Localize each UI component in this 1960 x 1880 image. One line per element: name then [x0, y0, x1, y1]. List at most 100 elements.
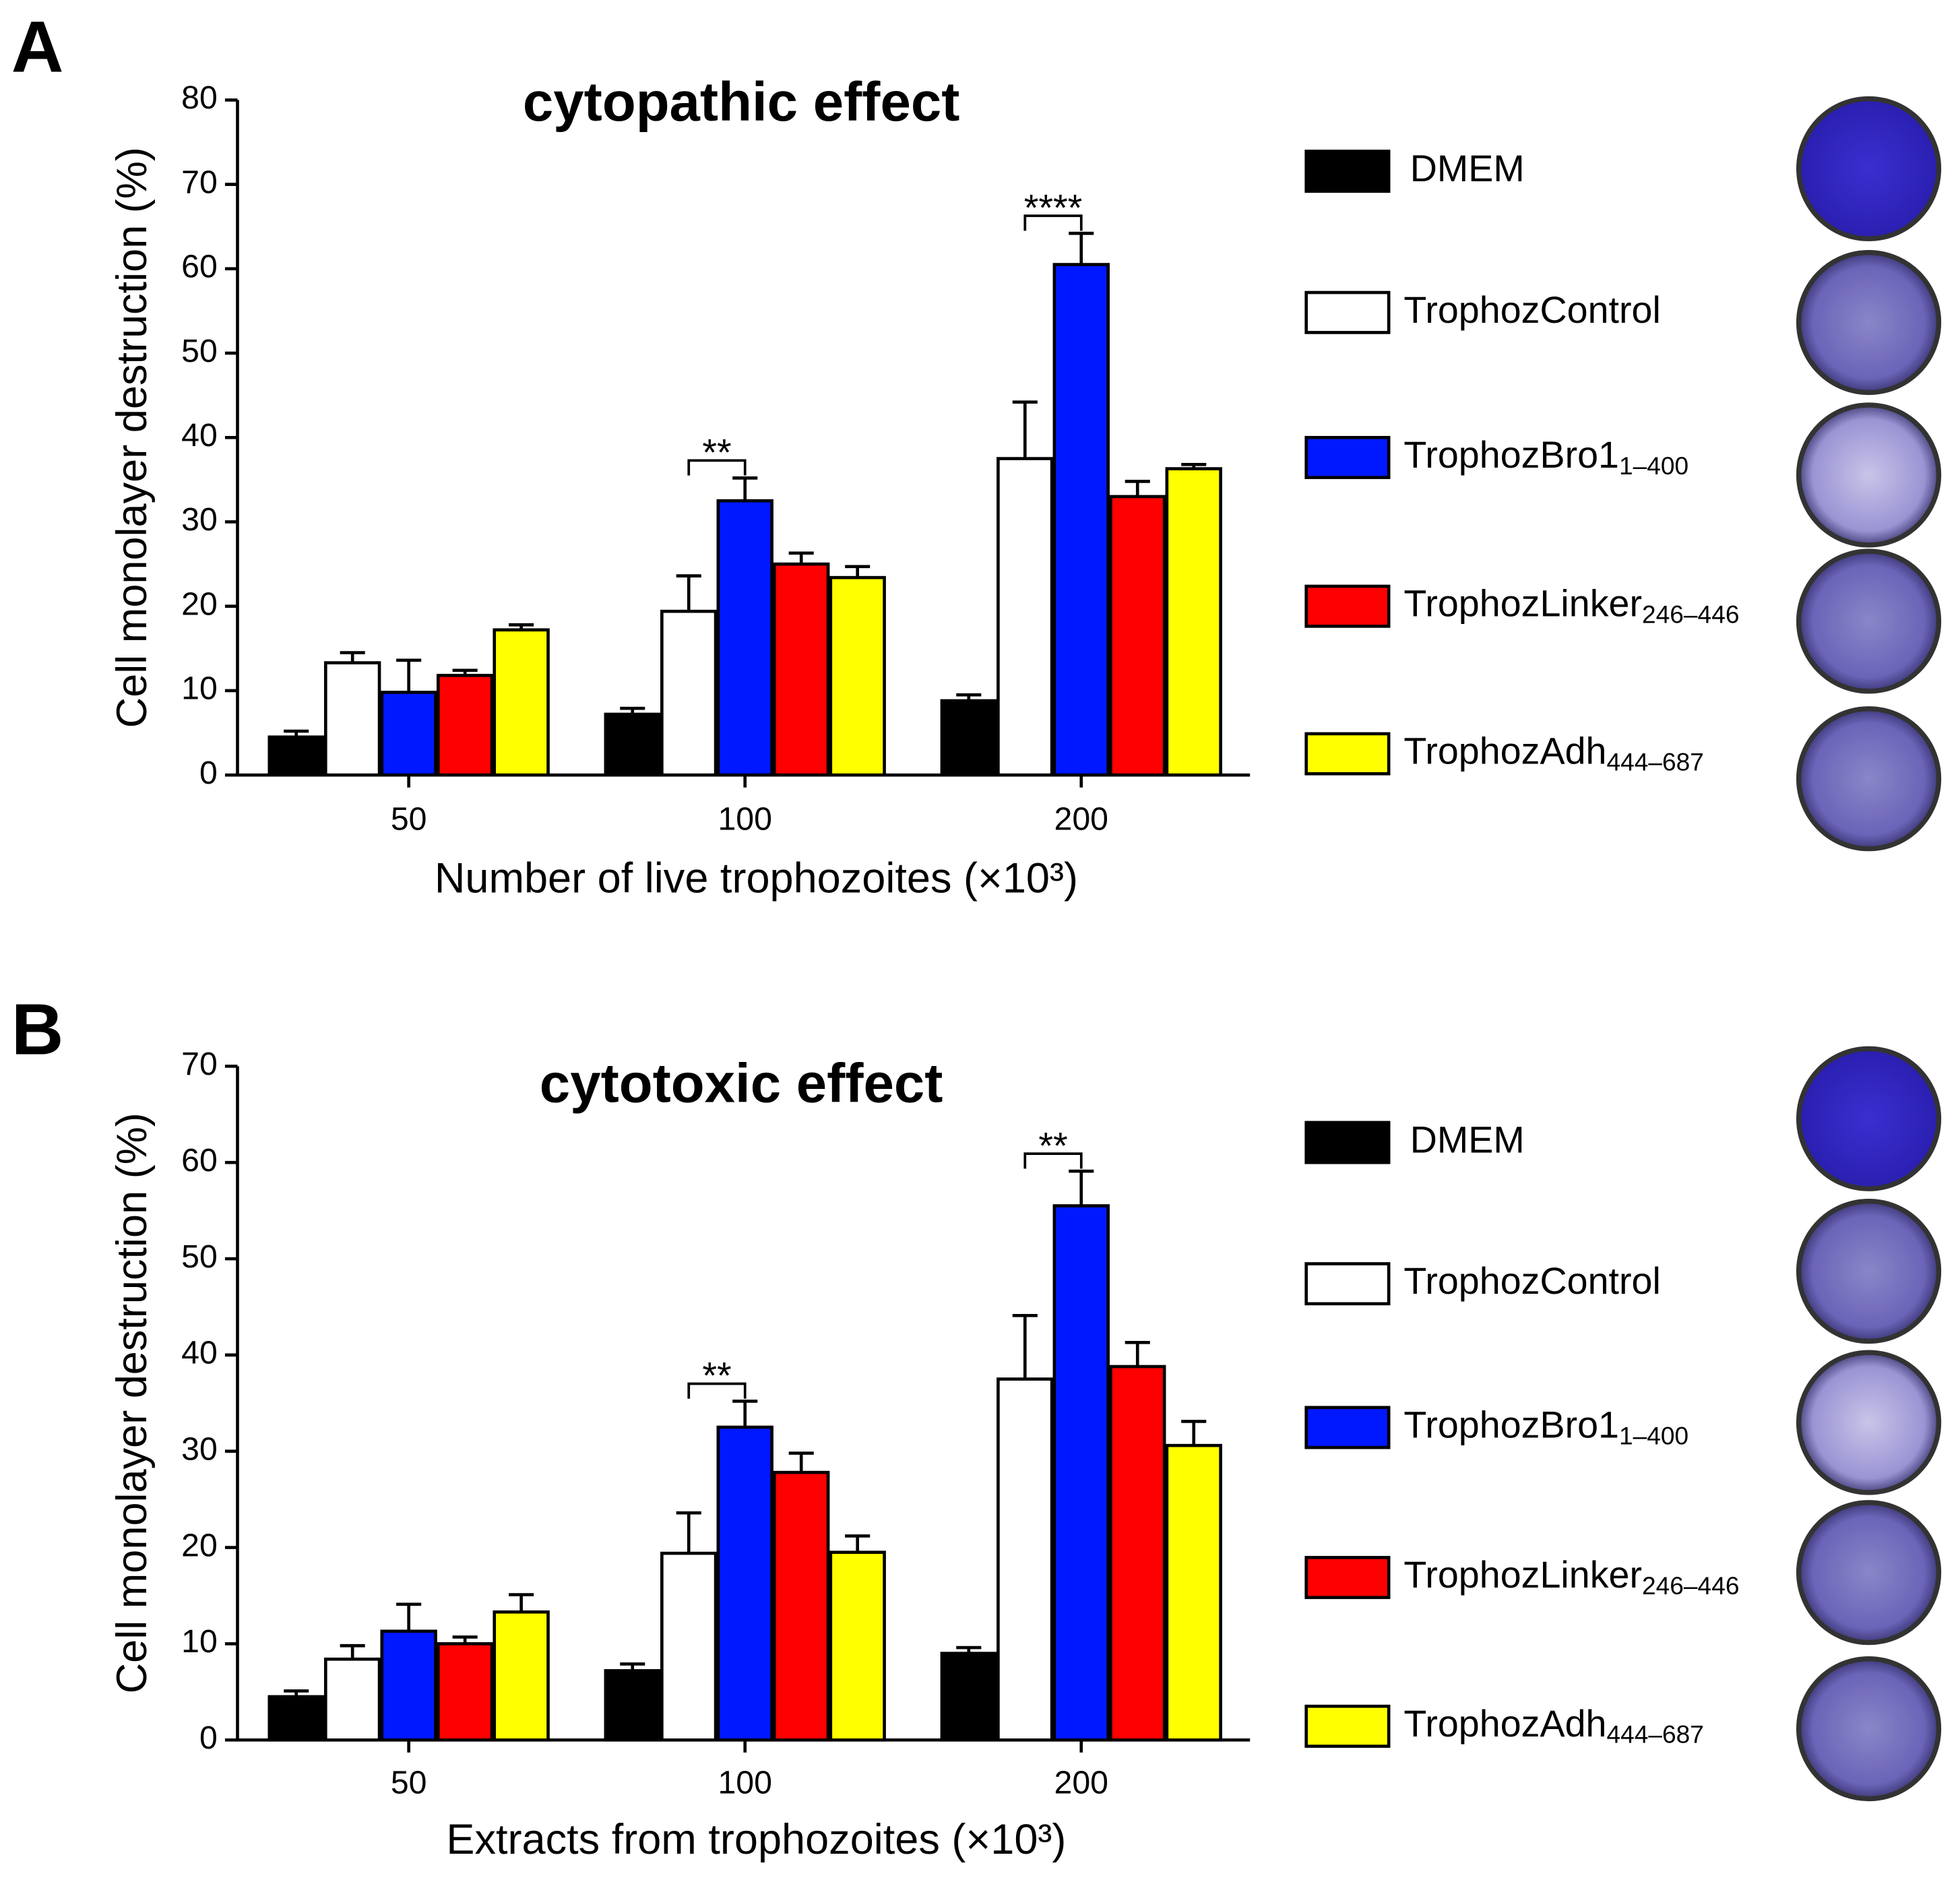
bar — [940, 1652, 998, 1742]
bar — [716, 499, 773, 777]
bar — [436, 1642, 494, 1742]
bar — [380, 1629, 437, 1742]
bar — [1165, 467, 1222, 777]
y-tick-label tick: 10 — [181, 1623, 218, 1660]
bar — [267, 1695, 325, 1742]
legend-name: TrophozControl — [1403, 288, 1660, 330]
y-tick-label tick: 60 — [181, 1142, 218, 1179]
y-tick-label tick: 40 — [181, 1335, 218, 1371]
significance-label: ** — [1038, 1125, 1067, 1166]
legend-name: DMEM — [1410, 1119, 1525, 1160]
bar — [1052, 263, 1110, 777]
y-tick-label tick: 50 — [181, 1239, 218, 1275]
bar — [323, 1657, 381, 1742]
bar — [829, 575, 886, 777]
bar — [829, 1550, 886, 1742]
bar — [997, 1377, 1054, 1742]
legend-name: TrophozControl — [1403, 1260, 1660, 1302]
legend-subscript: 246–446 — [1642, 600, 1739, 628]
plates — [1796, 96, 1942, 1802]
significance-label: ** — [702, 1355, 731, 1397]
legend-label: TrophozAdh444–687 — [1403, 730, 1704, 776]
bar — [997, 457, 1054, 777]
legend-swatch — [1304, 435, 1391, 479]
significance-label: **** — [1024, 187, 1083, 229]
bar — [604, 712, 661, 777]
bar — [267, 735, 325, 777]
legend-swatch — [1304, 1406, 1391, 1449]
y-tick-label tick: 30 — [181, 1431, 218, 1467]
legend-subscript: 1–400 — [1619, 1421, 1688, 1449]
chart-title: cytotoxic effect — [540, 1053, 943, 1114]
legend-name: TrophozAdh — [1403, 1703, 1606, 1745]
legend-swatch — [1304, 584, 1391, 628]
bar — [1109, 1365, 1166, 1742]
legend-swatch — [1304, 290, 1391, 334]
x-tick-label: 100 — [718, 1765, 771, 1801]
y-tick-label tick: 70 — [181, 164, 218, 200]
chart-title: cytopathic effect — [523, 71, 960, 133]
x-tick-label: 50 — [391, 801, 427, 838]
legend-swatch — [1304, 150, 1391, 193]
legend-name: TrophozBro1 — [1403, 1404, 1619, 1445]
x-tick-label: 100 — [718, 801, 771, 838]
bar — [716, 1425, 773, 1742]
bar — [772, 1470, 830, 1742]
legend-label: DMEM — [1410, 1119, 1525, 1160]
bar — [323, 661, 381, 777]
bar — [604, 1669, 661, 1742]
y-tick-label tick: 0 — [199, 1720, 218, 1756]
significance-label: ** — [702, 432, 731, 474]
y-tick-label tick: 10 — [181, 670, 218, 707]
significance-bracket — [687, 1382, 747, 1399]
legend-name: TrophozLinker — [1403, 582, 1642, 624]
legend-label: TrophozLinker246–446 — [1403, 1554, 1739, 1600]
legend-subscript: 1–400 — [1619, 451, 1688, 480]
y-tick-label tick: 20 — [181, 1527, 218, 1563]
bar — [1052, 1204, 1110, 1742]
significance-bracket — [687, 459, 747, 476]
legend-subscript: 444–687 — [1606, 1720, 1703, 1748]
x-axis-label: Number of live trophozoites (×10³) — [435, 854, 1078, 902]
panel-label: B — [11, 989, 64, 1069]
bar — [660, 1551, 718, 1742]
y-tick-label tick: 40 — [181, 417, 218, 453]
legend-name: TrophozBro1 — [1403, 434, 1619, 476]
legend-label: TrophozBro11–400 — [1403, 434, 1688, 480]
legend-label: TrophozBro11–400 — [1403, 1404, 1688, 1449]
bar — [660, 609, 718, 777]
bar — [772, 562, 830, 777]
legend-label: TrophozAdh444–687 — [1403, 1703, 1704, 1749]
bar — [493, 1610, 550, 1742]
y-tick-label tick: 70 — [181, 1046, 218, 1082]
legend-label: TrophozControl — [1403, 1260, 1660, 1302]
y-tick-label tick: 30 — [181, 501, 218, 538]
panel-label: A — [11, 6, 64, 87]
legend-swatch — [1304, 732, 1391, 776]
legend-swatch — [1304, 1704, 1391, 1748]
y-tick-label tick: 60 — [181, 249, 218, 285]
legend-name: TrophozAdh — [1403, 730, 1606, 772]
x-axis-label: Extracts from trophozoites (×10³) — [446, 1816, 1066, 1863]
y-tick-label tick: 20 — [181, 586, 218, 622]
significance-bracket — [1023, 1152, 1083, 1169]
y-tick-label tick: 50 — [181, 333, 218, 369]
y-axis-label: Cell monolayer destruction (%) — [108, 147, 156, 728]
x-tick-label: 50 — [391, 1765, 427, 1801]
x-tick-label: 200 — [1054, 801, 1108, 838]
legend-swatch — [1304, 1556, 1391, 1600]
x-tick-label: 200 — [1054, 1765, 1108, 1801]
legend-label: DMEM — [1410, 148, 1525, 189]
legend-subscript: 246–446 — [1642, 1571, 1739, 1600]
y-tick-label tick: 80 — [181, 80, 218, 116]
legend-swatch — [1304, 1121, 1391, 1164]
bar — [940, 699, 998, 777]
significance-bracket — [1023, 214, 1083, 231]
legend-subscript: 444–687 — [1606, 747, 1703, 776]
bar — [493, 628, 550, 777]
y-axis-label: Cell monolayer destruction (%) — [108, 1113, 156, 1693]
legend-label: TrophozLinker246–446 — [1403, 582, 1739, 628]
legend-swatch — [1304, 1262, 1391, 1306]
legend-label: TrophozControl — [1403, 288, 1660, 330]
